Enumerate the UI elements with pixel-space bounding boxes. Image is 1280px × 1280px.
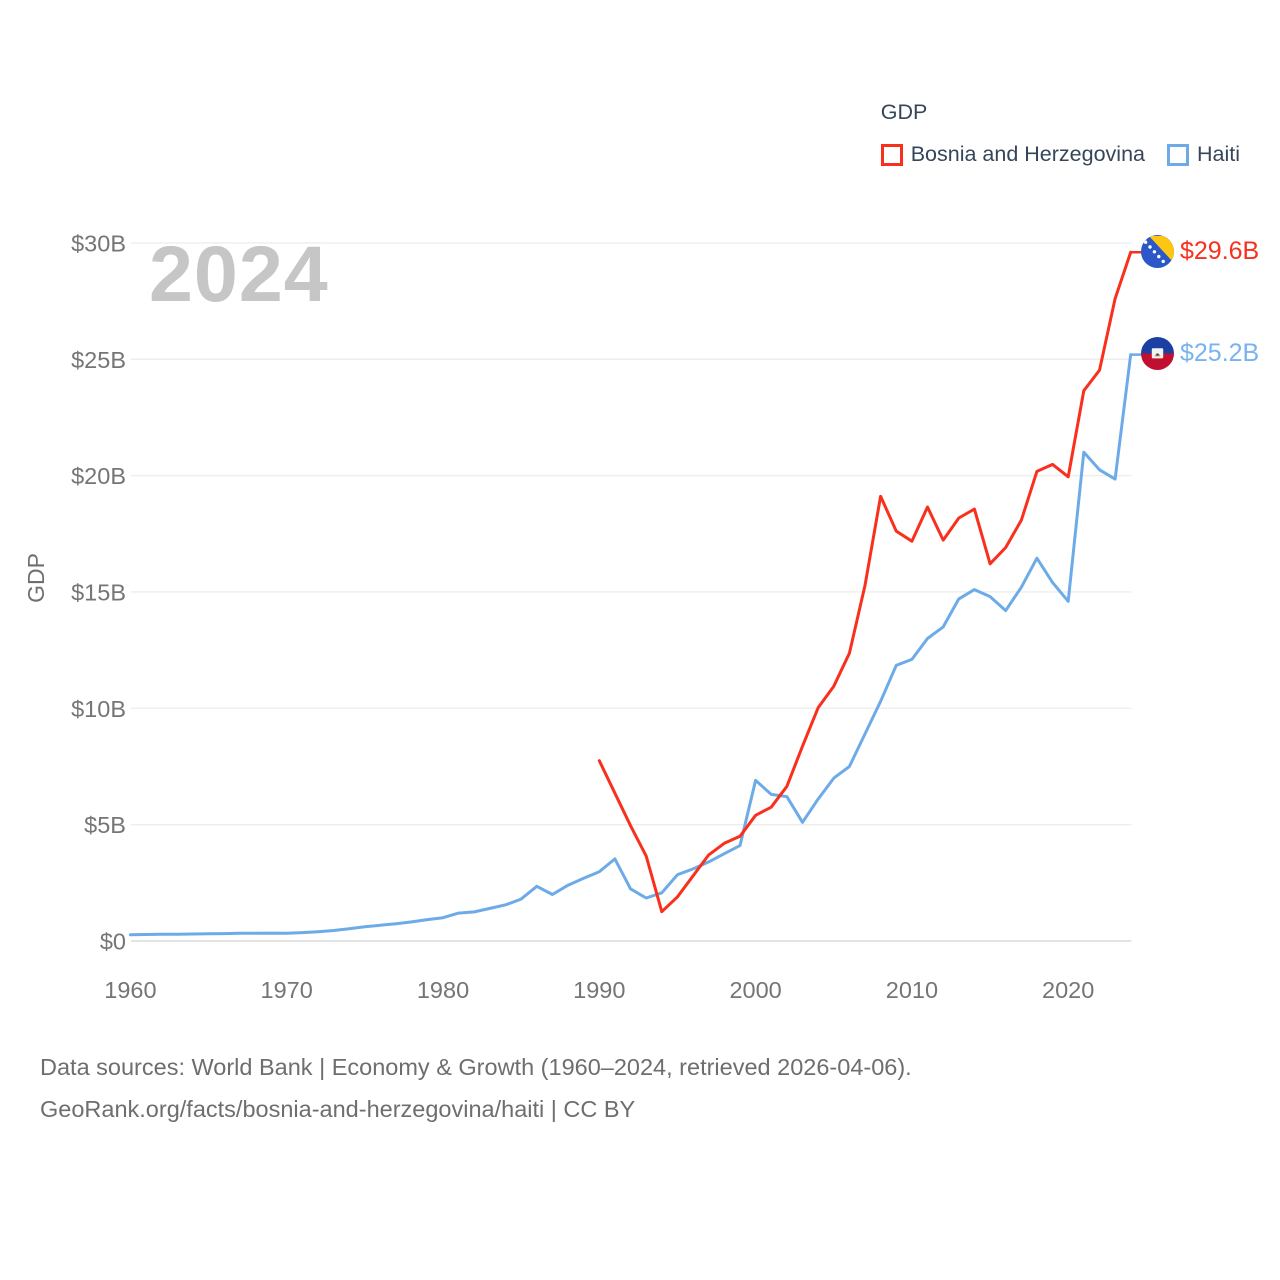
x-axis-tick-label: 2000 [729, 977, 781, 1003]
end-label-bosnia-and-herzegovina: $29.6B [1141, 235, 1259, 268]
watermark-year: 2024 [149, 229, 329, 318]
bosnia-and-herzegovina-flag-icon [1141, 235, 1174, 268]
x-axis-tick-label: 1990 [573, 977, 625, 1003]
legend-row: Bosnia and Herzegovina Haiti [880, 142, 1240, 167]
x-axis-tick-label: 1970 [261, 977, 313, 1003]
end-value-haiti: $25.2B [1180, 339, 1260, 367]
y-axis-tick-label: $5B [84, 812, 126, 838]
end-label-haiti: $25.2B [1141, 337, 1259, 370]
y-axis-tick-label: $25B [71, 347, 126, 373]
footer: Data sources: World Bank | Economy & Gro… [40, 1046, 912, 1130]
legend-swatch-bosnia-and-herzegovina [880, 143, 903, 166]
series-line-haiti[interactable] [128, 353, 1133, 937]
y-axis-tick-label: $30B [71, 230, 126, 256]
footer-attribution-line: GeoRank.org/facts/bosnia-and-herzegovina… [40, 1096, 636, 1122]
x-axis-tick-label: 1960 [104, 977, 156, 1003]
y-axis-tick-label: $0 [100, 929, 126, 955]
x-axis-tick-label: 1980 [417, 977, 469, 1003]
end-value-bosnia-and-herzegovina: $29.6B [1180, 237, 1260, 265]
legend-title: GDP [880, 100, 928, 124]
legend: GDP Bosnia and Herzegovina Haiti [880, 100, 1240, 167]
footer-sources-line: Data sources: World Bank | Economy & Gro… [40, 1054, 912, 1080]
y-axis-title: GDP [23, 553, 49, 603]
haiti-flag-icon [1141, 337, 1174, 370]
legend-label-haiti: Haiti [1196, 142, 1240, 166]
series-line-bosnia-and-herzegovina[interactable] [597, 250, 1133, 914]
legend-item-bosnia-and-herzegovina[interactable]: Bosnia and Herzegovina [880, 142, 1145, 167]
y-axis-tick-label: $20B [71, 463, 126, 489]
x-axis-tick-label: 2010 [886, 977, 938, 1003]
legend-label-bosnia-and-herzegovina: Bosnia and Herzegovina [910, 142, 1145, 166]
legend-item-haiti[interactable]: Haiti [1166, 142, 1240, 167]
y-axis-tick-label: $10B [71, 696, 126, 722]
legend-swatch-haiti [1166, 143, 1189, 166]
y-axis-tick-label: $15B [71, 579, 126, 605]
x-axis-tick-label: 2020 [1042, 977, 1094, 1003]
